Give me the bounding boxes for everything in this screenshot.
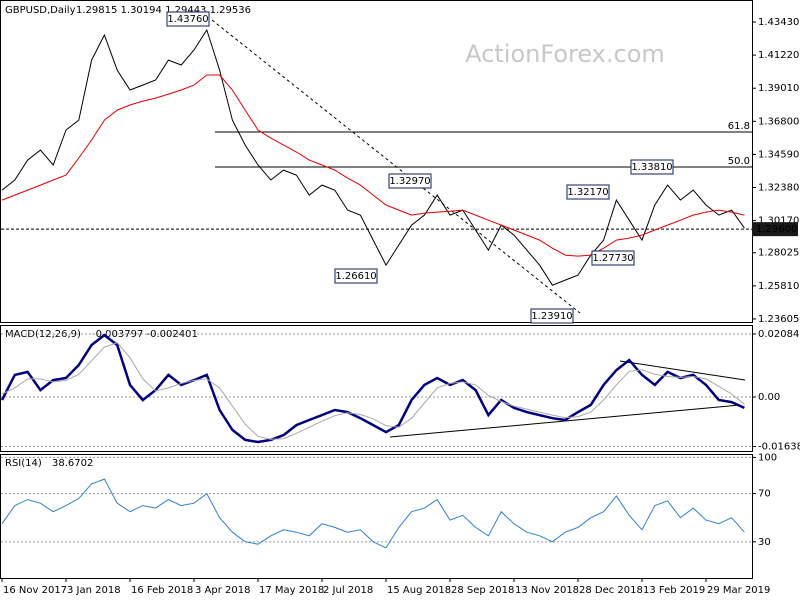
- x-tick-label: 28 Dec 2018: [579, 585, 643, 596]
- x-tick-label: 3 Jan 2018: [67, 585, 121, 596]
- annotation-box: [630, 159, 674, 175]
- x-tick-label: 16 Nov 2017: [3, 585, 67, 596]
- y-tick-label: 1.28025: [758, 248, 799, 259]
- annotation-box: [334, 268, 378, 284]
- y-tick-label: 1.25810: [758, 281, 799, 292]
- annotation: 1.26610: [335, 271, 376, 282]
- annotation: 1.33810: [631, 162, 672, 173]
- x-tick-label: 3 Apr 2018: [195, 585, 250, 596]
- annotation: 1.32170: [567, 187, 608, 198]
- series-line: [1, 74, 745, 257]
- y-tick-label: 70: [758, 489, 771, 500]
- y-tick-label: 1.39010: [758, 83, 799, 94]
- annotation-box: [166, 11, 210, 27]
- y-tick-label: -0.016389: [758, 442, 800, 453]
- rsi-panel: [0, 454, 753, 579]
- annotation-box: [530, 308, 574, 324]
- annotation-box: [566, 184, 610, 200]
- chart-title: GBPUSD,Daily: [5, 5, 76, 16]
- y-tick-label: 1.43430: [758, 17, 799, 28]
- y-tick-label: 0.00: [758, 392, 780, 403]
- series-line: [1, 28, 745, 286]
- series-line: [0, 333, 745, 444]
- fib-label: 61.8: [728, 121, 750, 132]
- current-price-label: 1.29600: [756, 224, 797, 235]
- x-tick-label: 13 Feb 2019: [643, 585, 705, 596]
- rsi-title: RSI(14): [5, 458, 42, 469]
- y-tick-label: 100: [758, 452, 777, 463]
- macd-panel: [0, 325, 753, 452]
- series-line: [1, 478, 745, 549]
- x-tick-label: 29 Mar 2019: [707, 585, 770, 596]
- x-tick-label: 2 Jul 2018: [323, 585, 373, 596]
- y-tick-label: 1.32380: [758, 183, 799, 194]
- macd-subtitle: -0.003797 -0.002401: [92, 329, 198, 340]
- y-tick-label: 1.41220: [758, 50, 799, 61]
- y-tick-label: 1.30170: [758, 216, 799, 227]
- x-tick-label: 17 May 2018: [259, 585, 324, 596]
- macd-title: MACD(12,26,9): [5, 329, 81, 340]
- current-price-box: [752, 222, 798, 237]
- trendline: [619, 360, 746, 381]
- x-tick-label: 28 Sep 2018: [451, 585, 514, 596]
- annotation: 1.32970: [389, 176, 430, 187]
- price-panel: [0, 0, 753, 323]
- watermark: ActionForex.com: [465, 40, 665, 68]
- series-line: [1, 342, 745, 440]
- chart-subtitle: 1.29815 1.30194 1.29443 1.29536: [76, 5, 251, 16]
- annotation-box: [388, 173, 432, 189]
- y-tick-label: 1.36800: [758, 116, 799, 127]
- annotation: 1.23910: [531, 311, 572, 322]
- y-tick-label: 1.34590: [758, 149, 799, 160]
- y-tick-label: 30: [758, 537, 771, 548]
- fib-label: 50.0: [728, 156, 750, 167]
- rsi-subtitle: 38.6702: [52, 458, 93, 469]
- x-tick-label: 13 Nov 2018: [515, 585, 579, 596]
- x-tick-label: 16 Feb 2018: [131, 585, 193, 596]
- annotation: 1.27730: [592, 253, 633, 264]
- annotation-box: [591, 250, 635, 266]
- x-tick-label: 15 Aug 2018: [387, 585, 451, 596]
- y-tick-label: 1.23605: [758, 314, 799, 325]
- annotation: 1.43760: [167, 14, 208, 25]
- y-tick-label: 0.020848: [758, 329, 800, 340]
